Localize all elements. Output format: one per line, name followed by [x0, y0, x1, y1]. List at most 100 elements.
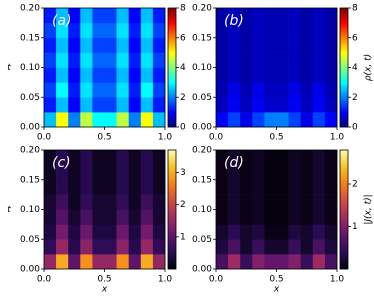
heat-cell	[92, 179, 105, 195]
colorbar-step	[168, 117, 176, 120]
colorbar-step	[340, 175, 348, 179]
heat-cell	[44, 150, 57, 166]
x-tick-label: 1.0	[158, 275, 173, 285]
heat-cell	[140, 179, 154, 195]
colorbar-label: ρ(x, t)	[364, 54, 374, 81]
colorbar-tick-label: 0	[180, 123, 186, 133]
colorbar-tick-label: 2	[180, 93, 186, 103]
heat-cell	[92, 150, 105, 166]
colorbar-step	[340, 51, 348, 54]
heat-cell	[240, 179, 253, 195]
y-tick-label: 0.00	[20, 265, 40, 275]
heat-cell	[80, 164, 93, 181]
heat-cell	[264, 194, 277, 210]
colorbar-tick-label: 8	[352, 4, 358, 14]
heat-cell	[140, 112, 154, 128]
heat-cell	[56, 194, 69, 210]
colorbar-step	[168, 43, 176, 46]
heat-cell	[68, 194, 81, 210]
heat-cell	[56, 254, 69, 270]
colorbar-step	[168, 159, 176, 163]
colorbar-step	[168, 223, 176, 226]
colorbar-step	[168, 243, 176, 246]
colorbar-tick-label: 3	[180, 168, 186, 178]
x-tick-label: 1.0	[330, 133, 345, 143]
heat-cell	[80, 194, 93, 210]
colorbar-step	[340, 119, 348, 122]
colorbar-step	[340, 85, 348, 88]
heat-cell	[324, 209, 338, 225]
heat-cell	[104, 82, 117, 98]
heat-cell	[300, 82, 314, 98]
colorbar-step	[340, 53, 348, 56]
heat-cell	[324, 67, 338, 83]
colorbar-frame	[339, 149, 349, 270]
y-tick-label: 0.15	[20, 175, 40, 185]
heat-cell	[92, 164, 105, 181]
colorbar-tick-label: 2	[352, 93, 358, 103]
y-tick-label: 0.10	[192, 63, 212, 73]
heat-cell	[80, 8, 93, 24]
heat-cell	[56, 8, 69, 24]
heat-cell	[216, 37, 229, 53]
heat-cell	[80, 67, 93, 83]
heat-cell	[92, 67, 105, 83]
heat-cell	[312, 112, 326, 128]
heat-cell	[300, 112, 314, 128]
heat-cell	[324, 22, 338, 39]
colorbar-step	[168, 241, 176, 244]
colorbar-step	[340, 181, 348, 185]
colorbar-step	[340, 201, 348, 204]
heat-cell	[276, 179, 289, 195]
colorbar-step	[168, 13, 176, 17]
panel-label: (a)	[52, 13, 72, 29]
heat-cell	[276, 164, 289, 181]
colorbar-step	[168, 15, 176, 19]
colorbar-step	[168, 183, 176, 186]
colorbar-step	[168, 69, 176, 72]
heat-cell	[56, 224, 69, 240]
heat-cell	[276, 22, 289, 39]
colorbar-step	[340, 69, 348, 72]
colorbar-step	[168, 97, 176, 100]
y-tick-label: 0.10	[192, 205, 212, 215]
colorbar-step	[168, 169, 176, 173]
heat-cell	[228, 97, 241, 113]
heat-cell	[68, 224, 81, 240]
heat-cell	[152, 22, 166, 39]
heat-cell	[252, 52, 265, 68]
colorbar-step	[340, 47, 348, 50]
colorbar-step	[340, 215, 348, 218]
heat-cell	[104, 67, 117, 83]
heat-cell	[152, 239, 166, 255]
heat-cell	[128, 97, 142, 113]
colorbar-step	[340, 97, 348, 100]
colorbar-step	[168, 203, 176, 206]
heat-cell	[300, 52, 314, 68]
y-tick-label: 0.00	[192, 123, 212, 133]
heat-cell	[228, 22, 241, 39]
colorbar-step	[340, 25, 348, 29]
colorbar-step	[168, 189, 176, 192]
y-tick-label: 0.15	[20, 33, 40, 43]
heat-cell	[228, 239, 241, 255]
x-tick-label: 0.0	[209, 133, 224, 143]
colorbar-step	[340, 199, 348, 202]
heat-cell	[116, 194, 129, 210]
heat-cell	[68, 179, 81, 195]
colorbar-step	[168, 245, 176, 248]
colorbar-step	[168, 167, 176, 171]
heat-cell	[56, 150, 69, 166]
colorbar-tick-label: 0	[352, 123, 358, 133]
colorbar-step	[168, 125, 176, 128]
colorbar-step	[168, 107, 176, 110]
heat-cell	[324, 112, 338, 128]
heat-cell	[80, 209, 93, 225]
heat-cell	[56, 37, 69, 53]
heat-cell	[264, 22, 277, 39]
heat-cell	[152, 67, 166, 83]
colorbar-step	[340, 21, 348, 25]
colorbar-step	[168, 150, 176, 153]
heat-cell	[56, 82, 69, 98]
heat-cell	[240, 239, 253, 255]
